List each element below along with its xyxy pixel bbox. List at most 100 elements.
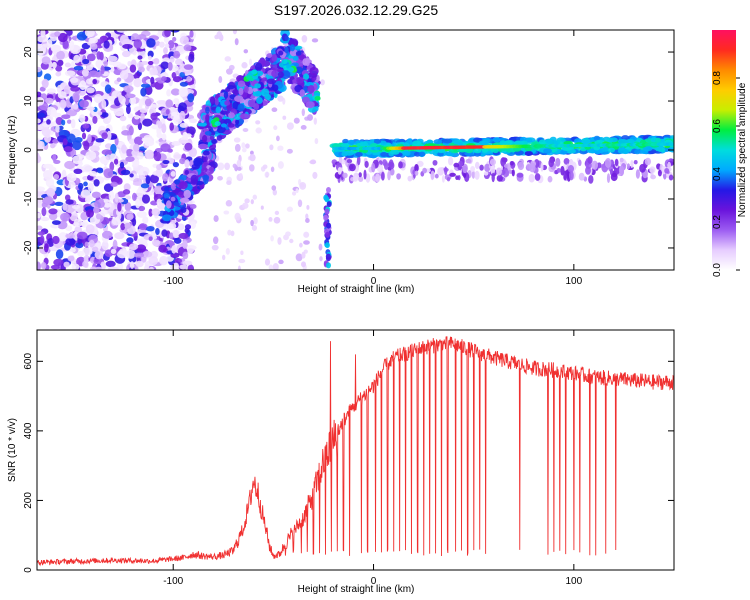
heatmap-cell	[84, 30, 95, 38]
snr-marks	[37, 336, 674, 567]
heatmap-cell	[117, 202, 122, 212]
heatmap-cell	[133, 77, 142, 88]
heatmap-cell	[93, 179, 100, 187]
heatmap-cell	[148, 236, 153, 242]
heatmap-cell	[432, 159, 438, 166]
heatmap-cell	[169, 122, 174, 131]
heatmap-cell	[230, 230, 235, 237]
heatmap-cell	[84, 241, 89, 248]
heatmap-cell	[346, 159, 353, 164]
heatmap-cell	[109, 66, 115, 73]
heatmap-cell	[53, 159, 61, 164]
heatmap-cell	[149, 174, 159, 184]
heatmap-cell	[43, 196, 54, 205]
heatmap-cell	[295, 51, 302, 56]
heatmap-cell	[359, 141, 369, 147]
heatmap-cell	[214, 121, 221, 127]
heatmap-cell	[465, 158, 472, 164]
heatmap-cell	[107, 55, 118, 62]
heatmap-cell	[540, 162, 544, 172]
heatmap-cell	[92, 79, 98, 85]
heatmap-cell	[145, 175, 151, 185]
heatmap-cell	[178, 181, 188, 190]
heatmap-cell	[94, 141, 102, 147]
heatmap-cell	[51, 220, 61, 225]
heatmap-cell	[524, 151, 533, 156]
heatmap-cell	[91, 191, 101, 199]
heatmap-cell	[87, 133, 92, 144]
heatmap-cell	[216, 135, 223, 141]
heatmap-cell	[114, 192, 119, 203]
heatmap-cell	[224, 162, 231, 171]
heatmap-cell	[269, 144, 274, 151]
heatmap-cell	[453, 162, 460, 168]
heatmap-cell	[170, 88, 181, 96]
heatmap-cell	[271, 53, 278, 62]
heatmap-cell	[114, 232, 125, 240]
heatmap-cell	[146, 225, 155, 232]
heatmap-cell	[241, 62, 248, 69]
heatmap-cell	[220, 123, 227, 128]
heatmap-cell	[184, 169, 189, 175]
x-tick-label: 0	[371, 576, 377, 587]
heatmap-cell	[133, 136, 144, 146]
heatmap-cell	[462, 163, 468, 174]
heatmap-cell	[216, 125, 226, 134]
y-tick-label: 10	[23, 95, 34, 107]
heatmap-cell	[548, 158, 554, 168]
heatmap-cell	[182, 251, 189, 260]
heatmap-cell	[37, 261, 41, 270]
heatmap-cell	[418, 151, 426, 157]
heatmap-cell	[314, 138, 319, 145]
heatmap-cell	[338, 167, 344, 172]
heatmap-y-ticks: -20 -10 0 10 20	[23, 46, 674, 255]
heatmap-cell	[142, 251, 153, 258]
heatmap-cell	[137, 169, 144, 176]
heatmap-cell	[163, 193, 170, 199]
heatmap-cell	[86, 53, 96, 62]
heatmap-cell	[115, 111, 124, 116]
heatmap-cell	[639, 163, 646, 173]
heatmap-cell	[140, 83, 151, 88]
heatmap-cell	[61, 114, 71, 120]
heatmap-cell	[121, 50, 131, 58]
heatmap-cell	[156, 164, 162, 171]
heatmap-cell	[158, 244, 167, 253]
heatmap-cell	[238, 172, 243, 180]
heatmap-cell	[57, 32, 68, 43]
heatmap-cell	[301, 251, 306, 259]
heatmap-cell	[313, 117, 317, 125]
heatmap-cell	[79, 114, 86, 123]
heatmap-cell	[178, 258, 183, 264]
heatmap-cell	[246, 75, 253, 81]
heatmap-cell	[225, 248, 230, 255]
heatmap-cell	[90, 43, 98, 50]
heatmap-cell	[173, 237, 182, 244]
heatmap-cell	[161, 76, 167, 82]
heatmap-cell	[489, 158, 496, 166]
heatmap-cell	[123, 183, 131, 191]
heatmap-cell	[268, 217, 273, 222]
heatmap-cell	[251, 69, 258, 75]
heatmap-cell	[97, 168, 104, 174]
heatmap-x-axis-label: Height of straight line (km)	[298, 284, 415, 295]
heatmap-cell	[190, 84, 196, 90]
heatmap-cell	[119, 115, 127, 122]
heatmap-cell	[606, 173, 611, 184]
heatmap-cell	[365, 173, 371, 183]
heatmap-cell	[118, 94, 123, 103]
heatmap-cell	[189, 30, 194, 38]
heatmap-cell	[183, 189, 192, 199]
heatmap-cell	[53, 258, 64, 267]
heatmap-cell	[215, 106, 222, 114]
heatmap-cell	[94, 250, 104, 260]
heatmap-cell	[138, 66, 145, 73]
heatmap-cell	[37, 35, 48, 43]
heatmap-cell	[619, 157, 624, 163]
heatmap-cell	[325, 253, 331, 260]
heatmap-cell	[234, 38, 239, 46]
x-tick-label: -100	[163, 576, 183, 587]
heatmap-cell	[139, 108, 148, 114]
heatmap-cell	[490, 165, 496, 175]
heatmap-cell	[323, 194, 329, 201]
